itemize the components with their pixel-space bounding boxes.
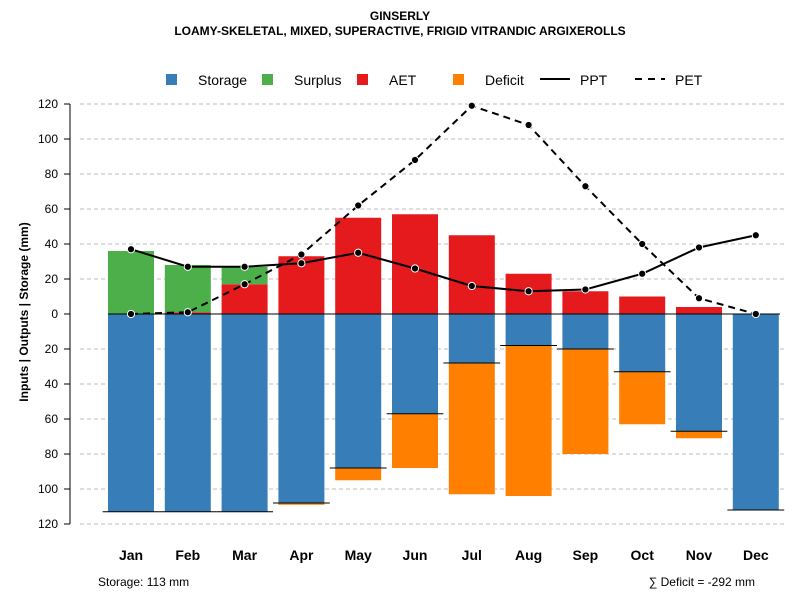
pet-point xyxy=(183,308,192,317)
legend-deficit-label: Deficit xyxy=(485,72,524,88)
storage-bar xyxy=(392,314,438,414)
ppt-point xyxy=(240,262,249,271)
aet-bar xyxy=(562,291,609,314)
surplus-bar xyxy=(108,251,154,314)
ppt-point xyxy=(581,285,590,294)
storage-bar xyxy=(676,314,722,432)
ppt-point xyxy=(751,231,760,240)
pet-point xyxy=(524,120,533,130)
ppt-point xyxy=(183,262,192,271)
deficit-bar xyxy=(619,371,666,425)
legend-ppt-label: PPT xyxy=(580,72,608,88)
pet-line xyxy=(130,104,757,315)
legend-surplus-swatch xyxy=(262,74,273,85)
aet-bar xyxy=(676,307,722,314)
y-tick-label: 120 xyxy=(38,97,58,111)
storage-bar xyxy=(335,314,382,468)
pet-point xyxy=(638,239,647,249)
pet-point xyxy=(467,101,476,110)
x-tick-label-aug: Aug xyxy=(515,547,542,563)
ppt-line xyxy=(130,234,757,293)
storage-note: Storage: 113 mm xyxy=(98,575,190,589)
deficit-note: ∑ Deficit = -292 mm xyxy=(648,575,755,589)
pet-point xyxy=(581,182,590,191)
storage-bar xyxy=(278,314,325,503)
y-axis-label: Inputs | Outputs | Storage (mm) xyxy=(17,222,31,401)
y-tick-label: 20 xyxy=(45,272,59,286)
storage-bar xyxy=(164,314,211,512)
ppt-point xyxy=(126,245,136,254)
y-tick-label: 0 xyxy=(51,307,58,321)
x-tick-label-may: May xyxy=(345,547,372,563)
x-tick-label-oct: Oct xyxy=(631,547,655,563)
ppt-point xyxy=(297,259,306,268)
deficit-bar xyxy=(562,349,609,454)
aet-bar xyxy=(448,235,495,314)
chart-title: GINSERLY xyxy=(369,9,431,23)
y-tick-label: 60 xyxy=(45,412,59,426)
storage-bar xyxy=(448,314,495,363)
aet-bar xyxy=(335,217,382,314)
pet-point xyxy=(354,201,363,210)
y-tick-label: 80 xyxy=(45,167,59,181)
pet-point xyxy=(297,250,306,259)
pet-point xyxy=(694,294,704,303)
legend-storage-label: Storage xyxy=(198,72,247,88)
aet-bar xyxy=(221,284,268,314)
pet-point xyxy=(126,309,136,319)
x-tick-label-nov: Nov xyxy=(686,547,713,563)
deficit-bar xyxy=(278,503,325,505)
deficit-bar xyxy=(335,468,382,481)
storage-bar xyxy=(221,314,268,512)
x-tick-label-apr: Apr xyxy=(289,547,314,563)
y-tick-label: 40 xyxy=(45,237,59,251)
legend-pet-label: PET xyxy=(675,72,703,88)
y-tick-label: 20 xyxy=(45,342,59,356)
pet-point xyxy=(410,155,420,165)
storage-bar xyxy=(732,314,779,510)
y-tick-label: 60 xyxy=(45,202,59,216)
deficit-bar xyxy=(505,345,552,496)
ppt-point xyxy=(410,264,420,273)
legend-surplus-label: Surplus xyxy=(294,72,341,88)
ppt-point xyxy=(354,248,363,257)
x-tick-label-jan: Jan xyxy=(119,547,143,563)
y-tick-label: 120 xyxy=(38,517,58,531)
pet-point xyxy=(751,309,760,319)
legend-aet-swatch xyxy=(357,74,368,85)
legend-deficit-swatch xyxy=(453,74,464,85)
aet-bar xyxy=(619,296,666,314)
ppt-point xyxy=(467,281,476,291)
x-tick-label-jun: Jun xyxy=(403,547,428,563)
pet-point xyxy=(240,280,249,289)
ppt-point xyxy=(524,287,533,296)
surplus-bar xyxy=(221,266,268,285)
ppt-point xyxy=(694,243,704,252)
storage-bar xyxy=(562,314,609,349)
deficit-bar xyxy=(392,413,438,468)
chart-subtitle: LOAMY-SKELETAL, MIXED, SUPERACTIVE, FRIG… xyxy=(174,24,626,38)
ppt-point xyxy=(638,269,647,278)
y-tick-label: 100 xyxy=(38,132,58,146)
storage-bar xyxy=(505,314,552,346)
x-tick-label-feb: Feb xyxy=(175,547,200,563)
legend-aet-label: AET xyxy=(389,72,417,88)
deficit-bar xyxy=(676,431,722,439)
storage-bar xyxy=(108,314,154,512)
x-tick-label-sep: Sep xyxy=(573,547,599,563)
y-tick-label: 80 xyxy=(45,447,59,461)
x-tick-label-jul: Jul xyxy=(462,547,482,563)
legend-storage-swatch xyxy=(166,74,177,85)
x-tick-label-dec: Dec xyxy=(743,547,769,563)
storage-bar xyxy=(619,314,666,372)
y-tick-label: 100 xyxy=(38,482,58,496)
y-tick-label: 40 xyxy=(45,377,59,391)
x-tick-label-mar: Mar xyxy=(232,547,257,563)
deficit-bar xyxy=(448,363,495,495)
